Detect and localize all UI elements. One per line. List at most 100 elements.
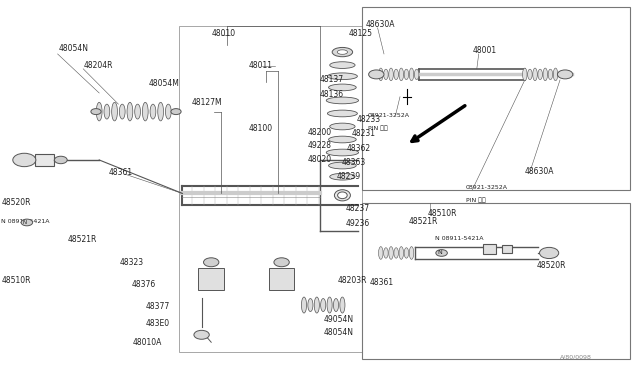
Ellipse shape <box>328 162 356 169</box>
Text: 49054N: 49054N <box>324 315 354 324</box>
Circle shape <box>171 109 181 115</box>
Text: 48510R: 48510R <box>428 209 457 218</box>
Ellipse shape <box>340 297 345 313</box>
Text: 48054N: 48054N <box>59 44 89 53</box>
Bar <box>179 26 362 352</box>
Circle shape <box>369 70 384 79</box>
Text: 48362: 48362 <box>347 144 371 153</box>
Circle shape <box>540 247 559 259</box>
Ellipse shape <box>127 102 133 121</box>
Ellipse shape <box>330 173 355 180</box>
Ellipse shape <box>388 68 393 81</box>
Circle shape <box>21 219 33 226</box>
Text: 48136: 48136 <box>320 90 344 99</box>
Ellipse shape <box>332 48 353 57</box>
Ellipse shape <box>394 248 398 258</box>
Text: 48010: 48010 <box>211 29 236 38</box>
Ellipse shape <box>383 69 388 80</box>
Text: 48630A: 48630A <box>366 20 396 29</box>
Text: 48200: 48200 <box>307 128 332 137</box>
Text: 48520R: 48520R <box>536 262 566 270</box>
Text: N 08911-5421A: N 08911-5421A <box>1 219 50 224</box>
Bar <box>483 244 496 254</box>
Circle shape <box>91 109 101 115</box>
Text: 48363: 48363 <box>342 158 366 167</box>
Bar <box>198 268 224 290</box>
Ellipse shape <box>383 248 388 258</box>
Ellipse shape <box>337 50 348 54</box>
Ellipse shape <box>321 298 326 311</box>
Bar <box>362 7 630 190</box>
Ellipse shape <box>328 110 357 117</box>
Ellipse shape <box>327 297 332 313</box>
Ellipse shape <box>326 97 358 104</box>
Ellipse shape <box>120 104 125 119</box>
Circle shape <box>436 250 447 256</box>
Text: 48510R: 48510R <box>1 276 31 285</box>
Text: 48520R: 48520R <box>1 198 31 207</box>
Text: PIN ピン: PIN ピン <box>466 197 486 203</box>
Text: 08921-3252A: 08921-3252A <box>368 113 410 118</box>
Circle shape <box>204 258 219 267</box>
Text: 48377: 48377 <box>146 302 170 311</box>
Text: 48521R: 48521R <box>408 217 438 226</box>
Circle shape <box>54 156 67 164</box>
Text: 48233: 48233 <box>357 115 381 124</box>
Ellipse shape <box>158 102 164 121</box>
Text: N: N <box>437 250 442 255</box>
Ellipse shape <box>150 104 156 119</box>
Text: N 08911-5421A: N 08911-5421A <box>435 235 484 241</box>
Ellipse shape <box>330 123 355 130</box>
Text: 48521R: 48521R <box>67 235 97 244</box>
Text: A/80/0098: A/80/0098 <box>560 355 592 360</box>
Text: 48100: 48100 <box>248 124 273 133</box>
Ellipse shape <box>308 298 313 311</box>
Ellipse shape <box>135 104 141 119</box>
Ellipse shape <box>404 248 409 258</box>
Ellipse shape <box>548 69 553 80</box>
Ellipse shape <box>399 68 404 81</box>
Ellipse shape <box>112 102 118 121</box>
Ellipse shape <box>388 247 393 259</box>
Ellipse shape <box>335 190 351 201</box>
Text: 49236: 49236 <box>346 219 370 228</box>
Ellipse shape <box>532 68 538 81</box>
Ellipse shape <box>328 73 357 80</box>
Text: 08921-3252A: 08921-3252A <box>466 185 508 190</box>
Circle shape <box>274 258 289 267</box>
Text: 48054N: 48054N <box>324 328 354 337</box>
Ellipse shape <box>522 68 527 81</box>
Ellipse shape <box>394 69 398 80</box>
Ellipse shape <box>301 297 307 313</box>
Text: 48630A: 48630A <box>525 167 554 176</box>
Ellipse shape <box>166 104 172 119</box>
Bar <box>502 245 512 253</box>
Text: 48376: 48376 <box>131 280 156 289</box>
Text: 48137: 48137 <box>320 76 344 84</box>
Ellipse shape <box>378 68 383 81</box>
Ellipse shape <box>415 69 419 80</box>
Text: 48203R: 48203R <box>338 276 367 285</box>
Ellipse shape <box>378 247 383 259</box>
Text: 48239: 48239 <box>337 172 361 181</box>
Ellipse shape <box>538 69 543 80</box>
Text: 48361: 48361 <box>370 278 394 287</box>
Text: 48010A: 48010A <box>133 338 163 347</box>
Text: 48127M: 48127M <box>192 98 223 107</box>
Bar <box>269 268 294 290</box>
Ellipse shape <box>328 84 356 91</box>
Ellipse shape <box>333 298 339 311</box>
Ellipse shape <box>338 192 348 199</box>
Text: 48323: 48323 <box>120 258 144 267</box>
Text: 48361: 48361 <box>109 169 133 177</box>
Ellipse shape <box>399 247 404 259</box>
Circle shape <box>557 70 573 79</box>
Circle shape <box>194 330 209 339</box>
Text: 48054M: 48054M <box>149 79 180 88</box>
Text: 483E0: 483E0 <box>146 319 170 328</box>
Ellipse shape <box>553 68 558 81</box>
Ellipse shape <box>326 149 358 156</box>
Text: PIN ピン: PIN ピン <box>368 125 388 131</box>
Text: 48020: 48020 <box>307 155 332 164</box>
Ellipse shape <box>410 68 414 81</box>
